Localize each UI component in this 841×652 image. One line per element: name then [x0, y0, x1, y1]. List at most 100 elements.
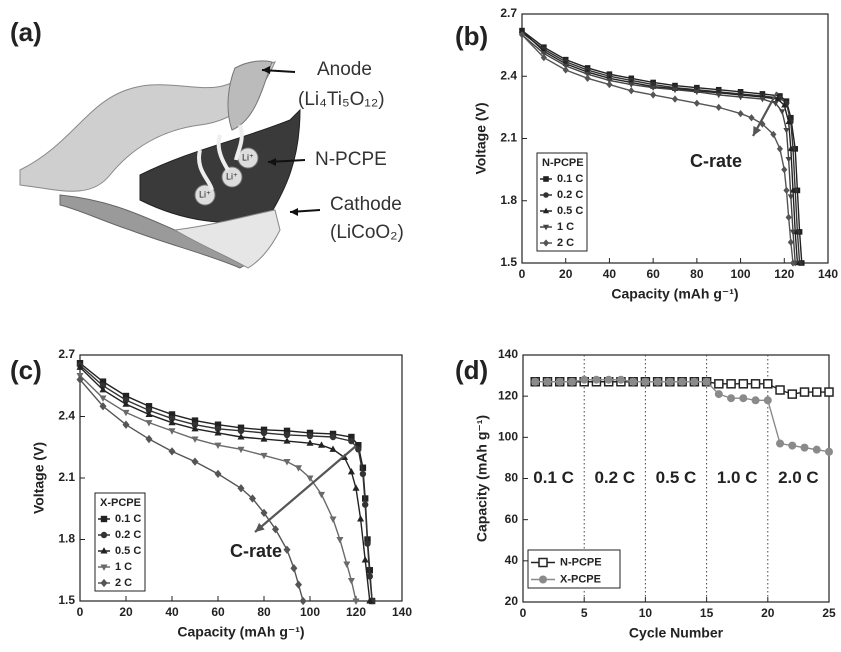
x-tick-label: 0 — [519, 267, 526, 281]
marker — [616, 375, 625, 384]
marker — [531, 377, 540, 386]
marker — [214, 469, 222, 479]
marker — [702, 377, 711, 386]
marker — [364, 540, 371, 547]
marker — [543, 377, 552, 386]
legend-marker — [100, 547, 108, 554]
marker — [299, 596, 307, 606]
marker — [99, 402, 107, 411]
legend-label: 1 C — [557, 221, 574, 233]
marker — [781, 101, 788, 108]
panel-label: (d) — [455, 355, 488, 385]
cathode-label: Cathode — [330, 194, 402, 215]
marker — [191, 436, 199, 443]
x-axis-label: Capacity (mAh g⁻¹) — [177, 624, 304, 640]
marker — [776, 145, 783, 153]
marker — [122, 392, 130, 400]
marker — [690, 377, 699, 386]
arrow-head — [753, 126, 762, 136]
legend-marker — [542, 239, 550, 247]
marker — [789, 229, 797, 236]
marker — [76, 375, 84, 384]
marker — [361, 556, 369, 563]
marker — [772, 100, 779, 107]
y-tick-label: 1.8 — [500, 193, 517, 207]
y-tick-label: 2.1 — [500, 131, 517, 145]
x-tick-label: 140 — [818, 267, 838, 281]
y-tick-label: 1.8 — [58, 532, 75, 546]
marker — [737, 94, 744, 101]
y-tick-label: 2.7 — [58, 347, 75, 361]
marker — [214, 442, 222, 450]
marker — [750, 379, 761, 389]
marker — [540, 53, 547, 62]
region-label: 0.2 C — [594, 468, 635, 487]
marker — [237, 484, 245, 493]
marker — [336, 536, 344, 544]
marker — [555, 377, 564, 386]
marker — [759, 120, 766, 128]
marker — [283, 431, 291, 439]
region-label: 0.5 C — [656, 468, 697, 487]
marker — [168, 411, 176, 418]
x-tick-label: 10 — [639, 606, 653, 620]
marker — [283, 459, 291, 466]
marker — [145, 420, 153, 427]
marker — [727, 394, 736, 403]
region-label: 1.0 C — [717, 468, 758, 487]
y-tick-label: 2.4 — [58, 409, 75, 423]
marker — [775, 385, 785, 395]
legend-label: 1 C — [115, 561, 132, 573]
marker — [787, 145, 794, 152]
separator-label: N-PCPE — [315, 149, 387, 170]
region-label: 2.0 C — [778, 468, 819, 487]
series-line — [521, 34, 794, 264]
marker — [329, 445, 337, 452]
marker — [283, 545, 291, 554]
x-tick-label: 60 — [211, 605, 225, 619]
marker — [352, 484, 360, 491]
panel-label: (a) — [10, 17, 42, 47]
marker — [518, 27, 526, 33]
marker — [283, 427, 291, 435]
marker — [348, 433, 355, 441]
y-tick-label: 20 — [505, 594, 519, 608]
annotation: C-rate — [230, 541, 282, 561]
anode-label: Anode — [317, 59, 372, 80]
y-tick-label: 60 — [505, 512, 519, 526]
marker — [329, 516, 337, 523]
x-tick-label: 5 — [581, 606, 588, 620]
marker — [788, 114, 794, 121]
legend-title: X-PCPE — [100, 497, 141, 509]
marker — [748, 114, 755, 122]
marker — [260, 508, 268, 518]
marker — [290, 564, 298, 573]
region-label: 0.1 C — [533, 468, 574, 487]
marker — [366, 597, 374, 604]
marker — [567, 377, 576, 386]
marker — [787, 389, 798, 399]
marker — [641, 377, 650, 386]
marker — [671, 95, 679, 103]
marker — [783, 186, 790, 195]
x-tick-label: 80 — [690, 267, 704, 281]
marker — [237, 427, 245, 435]
legend-title: N-PCPE — [542, 157, 584, 169]
anode-formula: (Li₄Ti₅O₁₂) — [298, 89, 385, 110]
marker — [785, 213, 792, 221]
marker — [145, 403, 153, 410]
marker — [355, 446, 362, 453]
legend-marker — [543, 192, 549, 198]
marker — [759, 96, 766, 103]
marker — [359, 470, 367, 478]
marker — [518, 31, 526, 39]
x-tick-label: 40 — [603, 267, 617, 281]
x-axis-label: Capacity (mAh g⁻¹) — [611, 286, 738, 302]
marker — [715, 92, 722, 99]
marker — [214, 429, 222, 436]
x-tick-label: 0 — [77, 605, 84, 619]
marker — [317, 441, 326, 448]
x-axis-label: Cycle Number — [629, 625, 724, 641]
marker — [693, 89, 700, 96]
